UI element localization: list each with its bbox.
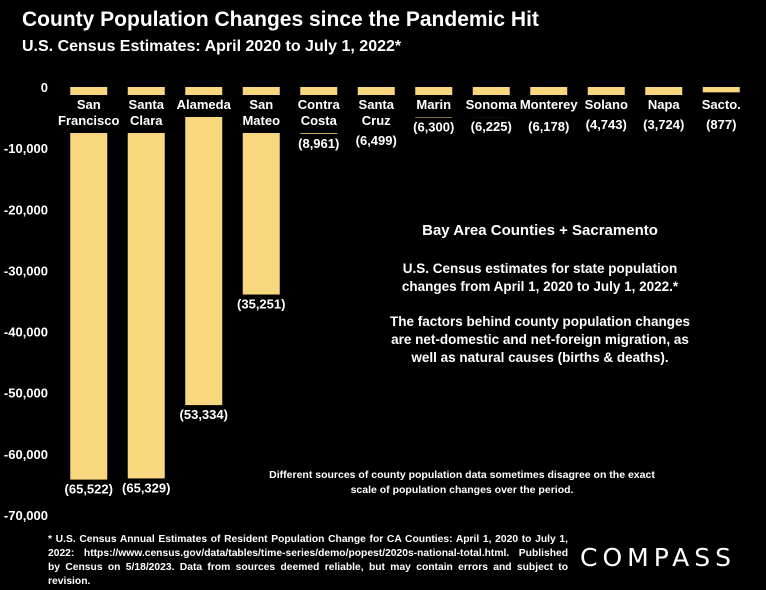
category-label-box (407, 95, 460, 117)
category-label: Alameda (177, 97, 232, 112)
data-label-box (699, 115, 744, 134)
data-label-box (227, 294, 295, 314)
category-label-box (62, 95, 115, 133)
y-tick-label: -60,000 (4, 447, 48, 462)
y-tick-label: -50,000 (4, 386, 48, 401)
category-label-box (580, 95, 633, 117)
chart-subtitle: U.S. Census Estimates: April 2020 to Jul… (22, 38, 402, 55)
category-label-box (235, 95, 288, 133)
data-label-box (170, 405, 238, 425)
y-tick-label: -70,000 (4, 508, 48, 523)
bar (127, 87, 165, 487)
data-label: (53,334) (180, 407, 228, 422)
data-label: (6,178) (528, 119, 569, 134)
category-label-box (465, 95, 518, 117)
y-tick-label: -20,000 (4, 202, 48, 217)
bar (185, 87, 223, 414)
y-tick-label: 0 (41, 80, 48, 95)
category-label: Santa Clara (129, 97, 165, 128)
data-label: (877) (706, 117, 736, 132)
data-label-box (55, 479, 123, 499)
category-label-box (292, 95, 345, 133)
category-label-box (177, 95, 230, 117)
category-label: Santa Cruz (359, 97, 395, 128)
annotation-paragraph-2: The factors behind county population cha… (389, 314, 691, 365)
category-label: Napa (648, 97, 681, 112)
data-label: (6,499) (356, 133, 397, 148)
data-label: (6,225) (471, 119, 512, 134)
data-label-box (289, 133, 349, 153)
category-label-box (637, 95, 690, 117)
category-label: San Mateo (242, 97, 280, 128)
chart-title: County Population Changes since the Pand… (22, 8, 539, 31)
annotation-paragraph-1: U.S. Census estimates for state populati… (401, 261, 679, 294)
data-label: (6,300) (413, 120, 454, 135)
data-label: (35,251) (237, 297, 285, 312)
category-label-box (695, 95, 748, 117)
category-label-box (120, 95, 173, 133)
source-footnote: * U.S. Census Annual Estimates of Reside… (48, 534, 568, 587)
y-tick-label: -10,000 (4, 141, 48, 156)
compass-logo: COMPASS (580, 543, 737, 572)
annotation-heading: Bay Area Counties + Sacramento (422, 222, 658, 239)
bar (70, 87, 108, 488)
data-label-box (404, 117, 464, 137)
data-label: (4,743) (586, 117, 627, 132)
data-label: (65,329) (122, 480, 170, 495)
y-tick-label: -40,000 (4, 325, 48, 340)
data-label: (65,522) (65, 482, 113, 497)
category-label: Monterey (520, 97, 579, 112)
category-label: Sacto. (702, 97, 741, 112)
data-label: (8,961) (298, 136, 339, 151)
data-label-box (112, 478, 180, 498)
y-tick-label: -30,000 (4, 263, 48, 278)
data-label-box (519, 116, 579, 136)
category-label: Contra Costa (298, 97, 341, 128)
data-label: (3,724) (643, 117, 684, 132)
bar-chart: 0 -10,000 -20,000 -30,000 -40,000 -50,000 -60,… (3, 80, 748, 523)
category-label: Marin (416, 97, 451, 112)
bar (702, 87, 740, 93)
category-label-box (522, 95, 575, 117)
data-label-box (634, 115, 694, 134)
category-label: San Francisco (58, 97, 119, 128)
data-label-box (576, 115, 636, 134)
annotation-note: Different sources of county population d… (269, 469, 655, 496)
category-label: Sonoma (466, 97, 518, 112)
category-label: Solano (585, 97, 628, 112)
category-label-box (350, 95, 403, 133)
data-label-box (346, 131, 406, 150)
data-label-box (461, 117, 521, 137)
